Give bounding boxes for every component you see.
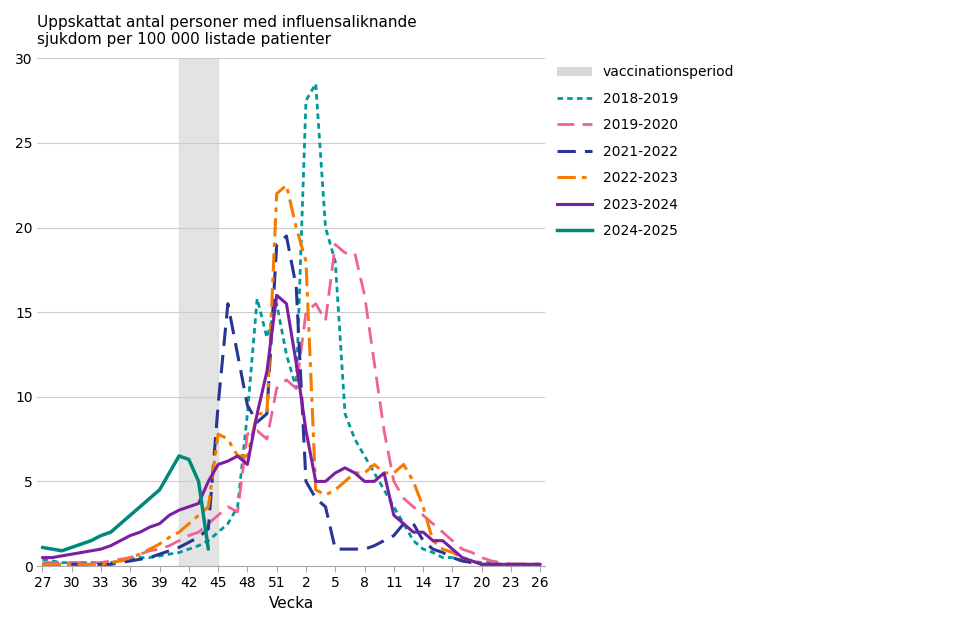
2024-2025 — [56, 547, 67, 555]
2022-2023 — [281, 182, 292, 189]
2024-2025 — [95, 532, 107, 540]
2019-2020 — [37, 559, 48, 567]
2021-2022 — [534, 560, 546, 568]
2023-2024 — [271, 292, 282, 299]
2021-2022 — [271, 241, 282, 249]
2019-2020 — [75, 559, 87, 567]
2019-2020 — [271, 384, 282, 392]
2024-2025 — [164, 469, 175, 476]
2021-2022 — [349, 545, 361, 553]
2024-2025 — [174, 452, 185, 459]
2022-2023 — [505, 560, 517, 568]
2019-2020 — [212, 511, 224, 519]
2024-2025 — [115, 520, 126, 528]
2018-2019 — [212, 528, 224, 536]
2024-2025 — [144, 495, 155, 502]
2024-2025 — [66, 543, 77, 551]
2018-2019 — [37, 555, 48, 563]
2023-2024 — [75, 549, 87, 557]
2021-2022 — [368, 542, 380, 550]
2024-2025 — [134, 503, 146, 511]
X-axis label: Vecka: Vecka — [269, 596, 314, 611]
2023-2024 — [534, 560, 546, 568]
2021-2022 — [281, 232, 292, 240]
Line: 2023-2024: 2023-2024 — [42, 295, 540, 564]
2021-2022 — [37, 560, 48, 568]
Bar — [179, 58, 218, 566]
Line: 2022-2023: 2022-2023 — [42, 185, 540, 564]
2023-2024 — [368, 478, 380, 485]
2024-2025 — [153, 486, 165, 494]
2021-2022 — [212, 401, 224, 409]
2024-2025 — [193, 478, 204, 485]
2024-2025 — [105, 528, 117, 536]
2021-2022 — [505, 560, 517, 568]
2024-2025 — [75, 540, 87, 548]
2022-2023 — [271, 190, 282, 197]
Line: 2018-2019: 2018-2019 — [42, 84, 540, 564]
2018-2019 — [495, 560, 507, 568]
2023-2024 — [37, 554, 48, 562]
2018-2019 — [75, 559, 87, 567]
2023-2024 — [310, 478, 322, 485]
Line: 2019-2020: 2019-2020 — [42, 245, 540, 564]
2018-2019 — [368, 469, 380, 476]
2019-2020 — [368, 359, 380, 367]
2019-2020 — [349, 249, 361, 257]
2024-2025 — [202, 545, 214, 553]
2021-2022 — [75, 560, 87, 568]
2022-2023 — [368, 461, 380, 468]
2023-2024 — [281, 300, 292, 307]
Line: 2024-2025: 2024-2025 — [42, 456, 208, 551]
2018-2019 — [534, 560, 546, 568]
2023-2024 — [476, 560, 488, 568]
2022-2023 — [212, 430, 224, 438]
2024-2025 — [46, 545, 58, 553]
2022-2023 — [75, 560, 87, 568]
2019-2020 — [505, 560, 517, 568]
2024-2025 — [37, 543, 48, 551]
2018-2019 — [271, 300, 282, 307]
2022-2023 — [37, 560, 48, 568]
2018-2019 — [349, 435, 361, 443]
2023-2024 — [212, 461, 224, 468]
2019-2020 — [534, 560, 546, 568]
Legend: vaccinationsperiod, 2018-2019, 2019-2020, 2021-2022, 2022-2023, 2023-2024, 2024-: vaccinationsperiod, 2018-2019, 2019-2020… — [557, 65, 735, 239]
2018-2019 — [300, 97, 311, 105]
2022-2023 — [349, 469, 361, 476]
2024-2025 — [124, 511, 136, 519]
Line: 2021-2022: 2021-2022 — [42, 236, 540, 564]
2018-2019 — [310, 80, 322, 88]
2024-2025 — [183, 456, 195, 463]
2019-2020 — [300, 309, 311, 316]
2022-2023 — [534, 560, 546, 568]
2024-2025 — [86, 537, 97, 545]
2019-2020 — [330, 241, 341, 249]
2023-2024 — [349, 469, 361, 476]
Text: Uppskattat antal personer med influensaliknande
sjukdom per 100 000 listade pati: Uppskattat antal personer med influensal… — [38, 15, 417, 48]
